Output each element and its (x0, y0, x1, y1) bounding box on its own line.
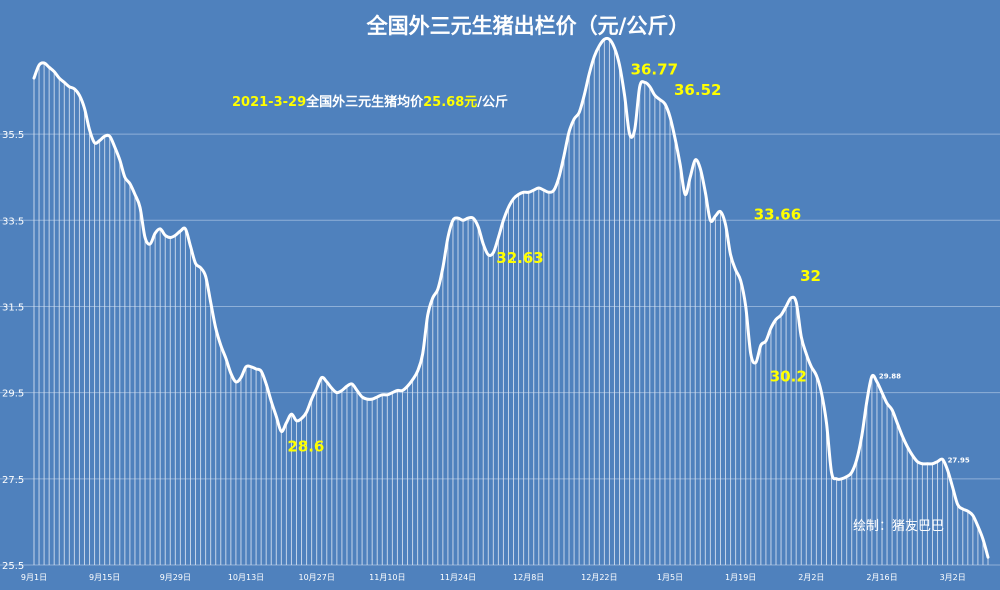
x-tick-label: 2月16日 (866, 573, 897, 582)
series-line (32, 36, 990, 559)
drop-lines (33, 39, 989, 565)
data-label: 27.95 (948, 456, 970, 464)
data-label: 29.88 (879, 372, 901, 380)
data-label: 33.66 (754, 205, 801, 223)
subtitle-date: 2021-3-29 (232, 95, 306, 110)
grid-lines (0, 133, 1000, 566)
x-tick-label: 12月8日 (513, 573, 544, 582)
subtitle-unit: /公斤 (477, 94, 508, 110)
y-axis-ticks: 25.5 27.5 29.5 31.5 33.5 35.5 (2, 130, 24, 572)
x-axis-ticks: 9月1日 9月15日 9月29日 10月13日 10月27日 11月10日 11月24日 12… (21, 573, 966, 582)
chart-credit: 绘制：猪友巴巴 (853, 518, 944, 534)
y-tick-label: 33.5 (2, 216, 24, 227)
x-tick-label: 2月2日 (798, 573, 824, 582)
data-label: 36.52 (674, 81, 721, 99)
y-tick-label: 25.5 (2, 561, 24, 572)
data-label: 32.63 (496, 249, 543, 267)
data-label: 28.6 (287, 437, 324, 455)
data-label: 32 (800, 267, 821, 285)
x-tick-label: 1月19日 (725, 573, 756, 582)
y-tick-label: 31.5 (2, 302, 24, 313)
subtitle-value: 25.68元 (423, 95, 477, 110)
data-label: 30.2 (770, 367, 807, 385)
x-tick-label: 11月24日 (440, 573, 476, 582)
x-tick-label: 10月27日 (298, 573, 334, 582)
x-tick-label: 9月29日 (160, 573, 191, 582)
y-tick-label: 27.5 (2, 475, 24, 486)
data-labels: 36.77 36.52 33.66 32.63 32 30.2 28.6 29.88 27.95 (287, 60, 970, 464)
data-label: 36.77 (631, 60, 678, 78)
chart-title: 全国外三元生猪出栏价（元/公斤） (366, 14, 690, 38)
x-tick-label: 1月5日 (657, 573, 683, 582)
y-tick-label: 29.5 (2, 389, 24, 400)
x-tick-label: 3月2日 (940, 573, 966, 582)
x-tick-label: 10月13日 (228, 573, 264, 582)
x-tick-label: 11月10日 (369, 573, 405, 582)
y-tick-label: 35.5 (2, 130, 24, 141)
x-tick-label: 12月22日 (581, 573, 617, 582)
subtitle-text: 全国外三元生猪均价 (305, 94, 424, 110)
x-tick-label: 9月1日 (21, 573, 47, 582)
x-tick-label: 9月15日 (89, 573, 120, 582)
chart-subtitle: 2021-3-29全国外三元生猪均价25.68元/公斤 (232, 94, 508, 110)
